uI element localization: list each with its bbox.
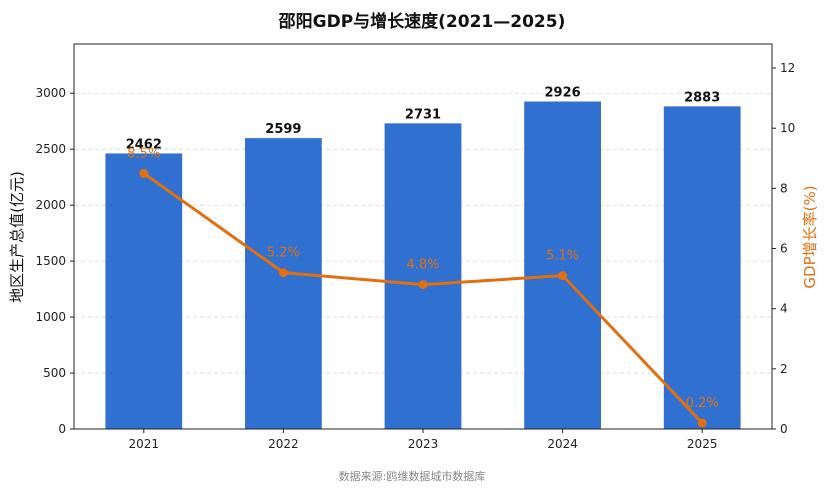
plot-frame	[73, 43, 773, 430]
bar	[384, 123, 462, 430]
y-right-tick-label: 4	[780, 302, 788, 316]
y-axis-left-label: 地区生产总值(亿元)	[8, 171, 26, 303]
chart-title: 邵阳GDP与增长速度(2021—2025)	[278, 11, 566, 32]
y-right-tick-label: 0	[780, 422, 788, 436]
x-tick-label: 2021	[129, 437, 160, 451]
y-right-tick-label: 2	[780, 362, 788, 376]
axes: 0 500 1000 1500 2000 2500 3000 0 2 4 6 8 10 12 2021 202…	[35, 43, 795, 451]
x-tick-label: 2022	[268, 437, 299, 451]
y-right-tick-label: 10	[780, 121, 795, 135]
bar-series	[105, 101, 741, 430]
bar-value-labels: 2462 2599 2731 2926 2883	[126, 86, 721, 153]
y-left-tick-label: 1500	[35, 254, 66, 268]
bar	[245, 138, 322, 430]
line-series: 8.5% 5.2% 4.8% 5.1% 0.2%	[127, 146, 719, 428]
y-left-tick-label: 3000	[35, 86, 66, 100]
y-left-tick-label: 1000	[35, 310, 66, 324]
growth-rate-point	[278, 268, 288, 278]
y-axis-right-label: GDP增长率(%)	[801, 185, 819, 288]
growth-rate-label: 8.5%	[127, 146, 160, 161]
growth-rate-point	[697, 418, 707, 428]
y-right-tick-label: 6	[780, 242, 788, 256]
x-tick-label: 2023	[408, 437, 439, 451]
x-tick-label: 2024	[547, 437, 578, 451]
growth-rate-label: 5.2%	[267, 246, 300, 261]
growth-rate-label: 4.8%	[406, 258, 439, 273]
y-left-tick-label: 0	[58, 422, 66, 436]
y-right-tick-label: 12	[780, 61, 795, 75]
bar-value-label: 2883	[684, 90, 720, 105]
growth-rate-point	[418, 280, 428, 290]
bar	[524, 101, 601, 430]
growth-rate-point	[139, 168, 149, 178]
bar	[663, 106, 741, 430]
growth-rate-point	[558, 271, 568, 281]
y-left-tick-label: 2500	[35, 142, 66, 156]
y-left-tick-label: 500	[43, 366, 66, 380]
y-left-tick-label: 2000	[35, 198, 66, 212]
growth-rate-label: 5.1%	[546, 249, 579, 264]
y-right-tick-label: 8	[780, 181, 788, 195]
bar-value-label: 2926	[545, 86, 581, 101]
data-source-note: 数据来源:鸥维数据城市数据库	[339, 469, 486, 483]
growth-rate-label: 0.2%	[686, 396, 719, 411]
bar-value-label: 2731	[405, 107, 441, 122]
x-tick-label: 2025	[687, 437, 718, 451]
bar-value-label: 2599	[265, 122, 301, 137]
bar	[105, 153, 183, 429]
bar-value-label: 2462	[126, 137, 162, 152]
